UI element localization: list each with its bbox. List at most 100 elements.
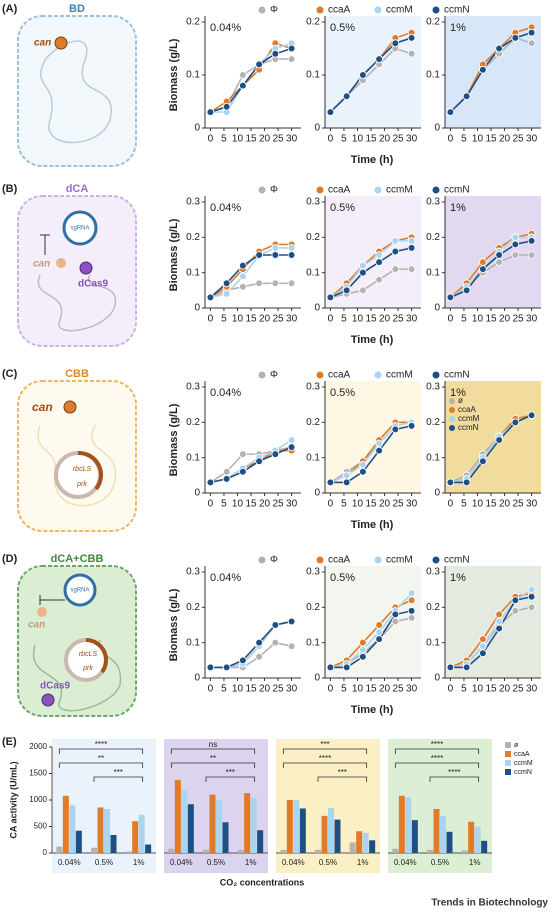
annotation: 1% xyxy=(450,22,466,34)
data-point xyxy=(222,290,231,298)
data-point xyxy=(239,272,247,281)
data-point xyxy=(271,244,280,252)
plot-background xyxy=(325,566,421,678)
y-tick-label: 0 xyxy=(314,123,320,134)
x-tick-label: 15 xyxy=(365,314,377,325)
data-point xyxy=(375,258,383,266)
bar xyxy=(203,849,209,853)
diagram-title: dCA xyxy=(66,183,89,195)
legend-marker xyxy=(449,416,455,422)
plot-background xyxy=(445,381,541,493)
y-tick-label: 500 xyxy=(34,822,48,831)
plot-background xyxy=(445,566,541,678)
y-tick-label: 0.1 xyxy=(306,267,320,278)
data-point xyxy=(287,443,296,451)
y-tick-label: 0 xyxy=(314,303,320,314)
data-point xyxy=(511,607,520,615)
legend-label: ccmN xyxy=(458,423,479,432)
legend-label: Φ xyxy=(270,185,278,196)
gene xyxy=(56,258,66,268)
x-axis-title: CO₂ concentrations xyxy=(220,877,305,887)
y-axis-title: Biomass (g/L) xyxy=(168,38,180,111)
annotation: 1% xyxy=(450,387,466,399)
y-tick-label: 0.1 xyxy=(186,637,200,648)
y-tick-label: 0 xyxy=(194,123,200,134)
legend-label: ccaA xyxy=(458,405,476,414)
y-tick-label: 0.2 xyxy=(306,602,320,613)
plot-background xyxy=(325,196,421,308)
x-axis-title: Time (h) xyxy=(351,519,394,531)
x-tick-label: 10 xyxy=(352,134,364,145)
data-point xyxy=(375,635,383,643)
legend-swatch xyxy=(505,760,511,766)
x-tick-label: 25 xyxy=(272,314,284,325)
credit: Trends in Biotechnology xyxy=(431,898,548,909)
data-point xyxy=(495,258,503,266)
significance-label: **** xyxy=(448,768,460,777)
data-point xyxy=(239,467,247,476)
bar xyxy=(174,779,181,853)
bar xyxy=(427,849,433,853)
panel-label: (B) xyxy=(2,183,18,195)
x-axis-title: Time (h) xyxy=(351,154,394,166)
x-tick-label: 0 xyxy=(328,684,334,695)
x-tick-label: 10 xyxy=(472,134,484,145)
y-axis-title: Biomass (g/L) xyxy=(168,218,180,291)
data-point xyxy=(375,55,383,63)
x-tick-label: 5 xyxy=(221,499,227,510)
legend-label: ccaA xyxy=(328,5,351,16)
data-point xyxy=(342,471,351,480)
x-tick-label: 0 xyxy=(328,499,334,510)
x-tick-label: 0.04% xyxy=(58,858,81,867)
plot-background xyxy=(325,381,421,493)
x-tick-label: 20 xyxy=(259,684,271,695)
x-tick-label: 25 xyxy=(392,134,404,145)
x-tick-label: 10 xyxy=(472,314,484,325)
x-tick-label: 0 xyxy=(208,134,214,145)
y-tick-label: 0 xyxy=(434,303,440,314)
data-point xyxy=(407,589,416,597)
x-tick-label: 20 xyxy=(379,314,391,325)
bar xyxy=(104,809,110,853)
x-tick-label: 5 xyxy=(221,314,227,325)
y-tick-label: 0.1 xyxy=(186,70,200,81)
y-tick-label: 0 xyxy=(434,673,440,684)
data-point xyxy=(462,478,471,487)
data-point xyxy=(527,585,536,594)
x-tick-label: 0.5% xyxy=(319,858,337,867)
x-tick-label: 0 xyxy=(208,684,214,695)
y-tick-label: 0.3 xyxy=(306,197,320,208)
bar xyxy=(97,807,104,853)
x-tick-label: 5 xyxy=(341,499,347,510)
legend-label: ccmN xyxy=(444,185,470,196)
data-point xyxy=(527,237,536,245)
cell xyxy=(17,195,137,347)
legend-marker xyxy=(315,185,325,195)
x-tick-label: 0 xyxy=(448,314,454,325)
x-tick-label: 30 xyxy=(406,499,418,510)
bar xyxy=(315,849,321,853)
y-tick-label: 0.3 xyxy=(186,382,200,393)
x-tick-label: 20 xyxy=(499,134,511,145)
x-tick-label: 0.5% xyxy=(207,858,225,867)
x-tick-label: 25 xyxy=(392,499,404,510)
y-axis-title: CA activity (U/mL) xyxy=(8,761,18,838)
data-point xyxy=(495,624,503,633)
y-tick-label: 0 xyxy=(194,673,200,684)
gene-label: prk xyxy=(76,481,87,488)
x-tick-label: 15 xyxy=(365,134,377,145)
y-tick-label: 0.2 xyxy=(186,602,200,613)
y-tick-label: 0.1 xyxy=(186,452,200,463)
significance-bracket xyxy=(170,748,256,754)
legend-label: ø xyxy=(458,396,463,405)
x-tick-label: 10 xyxy=(352,684,364,695)
data-point xyxy=(287,44,296,53)
x-tick-label: 10 xyxy=(232,499,244,510)
bar xyxy=(222,822,229,853)
significance-label: ns xyxy=(209,740,217,749)
bar xyxy=(369,840,376,853)
significance-bracket xyxy=(282,762,368,768)
legend-label: ccmM xyxy=(386,555,413,566)
plot-background xyxy=(205,196,301,308)
data-point xyxy=(495,44,503,53)
